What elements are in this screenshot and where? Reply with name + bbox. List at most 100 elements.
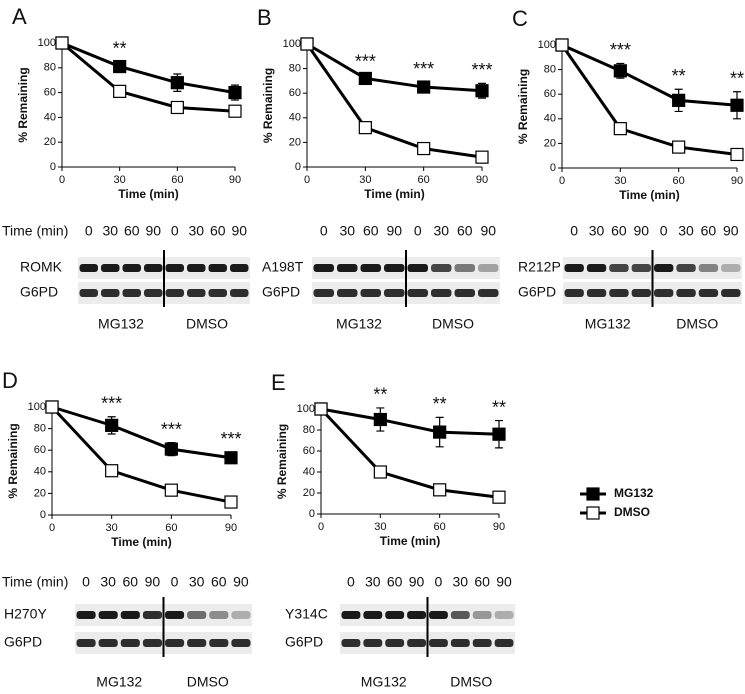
significance: *** (413, 59, 434, 79)
lane-label: 60 (211, 574, 227, 590)
y-tick-label: 80 (34, 423, 46, 435)
blot-band (363, 611, 383, 619)
lane-label: 30 (189, 574, 205, 590)
marker (105, 418, 119, 432)
lane-label: 30 (188, 223, 204, 239)
x-tick-label: 60 (165, 522, 177, 534)
lane-label: 30 (365, 574, 381, 590)
marker (417, 141, 431, 156)
blot-band (676, 289, 696, 297)
blot-band (341, 611, 361, 619)
series-line (305, 43, 483, 159)
marker (300, 37, 314, 51)
blot-band (631, 289, 651, 297)
lane-label: 90 (231, 223, 247, 239)
lane-label: 60 (123, 574, 139, 590)
blot-band (698, 264, 719, 272)
lane-label: 30 (678, 223, 694, 239)
y-tick-label: 40 (303, 466, 315, 478)
panel-letter: D (2, 368, 18, 393)
marker (433, 425, 447, 439)
blot-band (385, 611, 405, 619)
blot-band (209, 639, 229, 647)
lane-label: 90 (480, 223, 496, 239)
marker (417, 80, 431, 94)
blot-band (230, 264, 249, 272)
blot-band (429, 639, 448, 647)
series-line (50, 405, 232, 504)
lane-label: 0 (347, 574, 355, 590)
x-axis-label: Time (min) (118, 187, 178, 201)
lane-label: 0 (85, 223, 93, 239)
x-axis-label: Time (min) (111, 535, 171, 549)
marker (555, 38, 569, 52)
marker (170, 100, 184, 115)
blot-band (407, 264, 428, 272)
y-tick-label: 40 (289, 112, 301, 124)
y-tick-label: 100 (297, 403, 315, 415)
blot-band (76, 639, 96, 647)
blot-band (144, 289, 163, 297)
blot-row-label: G6PD (4, 634, 42, 650)
y-axis-label: % Remaining (275, 424, 289, 499)
blot-row-label: G6PD (262, 284, 300, 300)
marker (373, 465, 387, 479)
blot-band (586, 289, 607, 297)
y-tick-label: 60 (303, 445, 315, 457)
blot-band (721, 289, 741, 297)
series-line (319, 407, 500, 499)
lane-label: 0 (171, 223, 179, 239)
blot-band (187, 611, 207, 619)
y-tick-label: 0 (550, 162, 556, 174)
x-axis-label: Time (min) (619, 188, 679, 202)
blot-band (431, 264, 452, 272)
blot-band (654, 264, 674, 272)
marker (613, 122, 627, 136)
blot-band (230, 289, 249, 297)
blot-band (407, 289, 428, 297)
blot-band (231, 611, 251, 619)
blot-band (142, 611, 162, 619)
panel-letter: E (271, 370, 286, 395)
lane-label: 60 (457, 223, 473, 239)
legend-marker (586, 487, 600, 501)
blot-band (586, 264, 607, 272)
blot-group-label: DMSO (432, 316, 474, 332)
blot-band (698, 289, 719, 297)
significance: *** (610, 40, 631, 60)
blot-band (721, 264, 741, 272)
x-tick-label: 90 (225, 522, 237, 534)
x-tick-label: 30 (114, 174, 126, 186)
blot-band (564, 289, 584, 297)
y-tick-label: 20 (303, 487, 315, 499)
x-tick-label: 30 (359, 174, 371, 186)
significance: *** (355, 52, 376, 72)
y-axis-label: % Remaining (16, 67, 30, 142)
blot-band (313, 264, 334, 272)
lane-label: 90 (634, 223, 650, 239)
x-axis-label: Time (min) (380, 534, 440, 548)
series-line (561, 43, 738, 107)
y-tick-label: 0 (40, 509, 46, 521)
x-tick-label: 90 (493, 521, 505, 533)
blot-band (450, 639, 470, 647)
blot-band (360, 264, 381, 272)
x-tick-label: 60 (418, 174, 430, 186)
x-tick-label: 0 (49, 522, 55, 534)
blot-row-label: G6PD (20, 284, 58, 300)
blot-band (385, 639, 405, 647)
lane-label: 0 (570, 223, 578, 239)
blot-band (101, 289, 120, 297)
x-axis-label: Time (min) (364, 187, 424, 201)
blot-group-label: MG132 (585, 316, 631, 332)
y-axis-label: % Remaining (261, 68, 275, 143)
y-tick-label: 60 (289, 87, 301, 99)
x-tick-label: 30 (374, 521, 386, 533)
blot-band (79, 289, 98, 297)
blot-group-label: MG132 (96, 674, 142, 690)
series-line (306, 42, 483, 93)
blot-band (450, 611, 470, 619)
blot-band (120, 639, 140, 647)
y-tick-label: 0 (50, 161, 56, 173)
